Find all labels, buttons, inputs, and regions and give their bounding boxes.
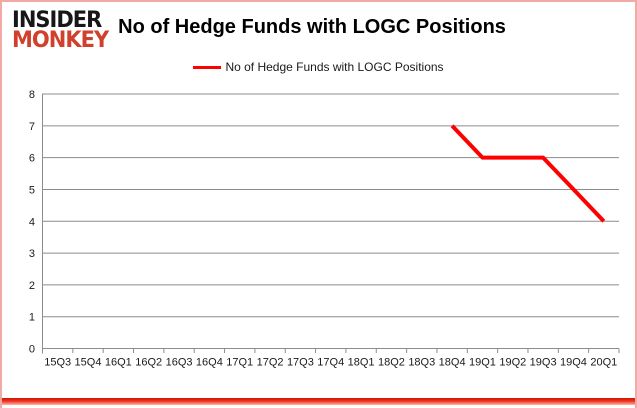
x-axis-label-17Q3: 17Q3 (287, 357, 314, 369)
y-axis-label-1: 1 (29, 312, 35, 324)
legend-line-swatch (193, 65, 222, 69)
x-axis-label-17Q1: 17Q1 (226, 357, 253, 369)
x-axis-label-18Q4: 18Q4 (439, 357, 466, 369)
x-axis-label-20Q1: 20Q1 (590, 357, 617, 369)
chart-plot-area: 0 1 2 3 4 5 6 7 8 15Q3 15Q4 16Q1 16Q2 16Q3 16Q4 17Q1 17Q… (2, 82, 635, 382)
y-axis-label-4: 4 (29, 216, 35, 228)
legend-label: No of Hedge Funds with LOGC Positions (225, 60, 444, 74)
series-line-hedge-funds (450, 124, 606, 223)
header: INSIDER MONKEY No of Hedge Funds with LO… (12, 6, 506, 53)
y-axis-label-0: 0 (29, 344, 35, 356)
line-chart-svg: 0 1 2 3 4 5 6 7 8 15Q3 15Q4 16Q1 16Q2 16Q3 16Q4 17Q1 17Q… (29, 89, 620, 369)
y-axis-label-8: 8 (29, 89, 35, 101)
x-axis-label-19Q2: 19Q2 (499, 357, 526, 369)
page-title: No of Hedge Funds with LOGC Positions (118, 16, 506, 38)
x-axis-label-15Q3: 15Q3 (44, 357, 71, 369)
bottom-red-band (2, 398, 635, 405)
y-axis-label-5: 5 (29, 184, 35, 196)
y-axis-label-3: 3 (29, 248, 35, 260)
logo-insider-text: INSIDER (12, 6, 102, 33)
x-axis-label-18Q2: 18Q2 (378, 357, 405, 369)
x-axis-label-16Q4: 16Q4 (196, 357, 223, 369)
y-axis-label-6: 6 (29, 153, 35, 165)
x-axis-label-17Q4: 17Q4 (317, 357, 344, 369)
y-axis-label-7: 7 (29, 121, 35, 133)
x-axis-label-16Q1: 16Q1 (105, 357, 132, 369)
logo-monkey-text: MONKEY (12, 27, 109, 53)
x-axis-label-18Q1: 18Q1 (348, 357, 375, 369)
y-axis-label-2: 2 (29, 280, 35, 292)
x-axis-label-16Q3: 16Q3 (166, 357, 193, 369)
chart-legend: No of Hedge Funds with LOGC Positions (2, 60, 635, 74)
x-axis-label-16Q2: 16Q2 (135, 357, 162, 369)
insider-monkey-logo: INSIDER MONKEY (12, 6, 109, 53)
x-axis-label-17Q2: 17Q2 (257, 357, 284, 369)
x-axis-label-15Q4: 15Q4 (75, 357, 102, 369)
x-axis-label-19Q1: 19Q1 (469, 357, 496, 369)
x-axis-label-19Q3: 19Q3 (530, 357, 557, 369)
x-axis-label-18Q3: 18Q3 (408, 357, 435, 369)
x-axis-label-19Q4: 19Q4 (560, 357, 587, 369)
